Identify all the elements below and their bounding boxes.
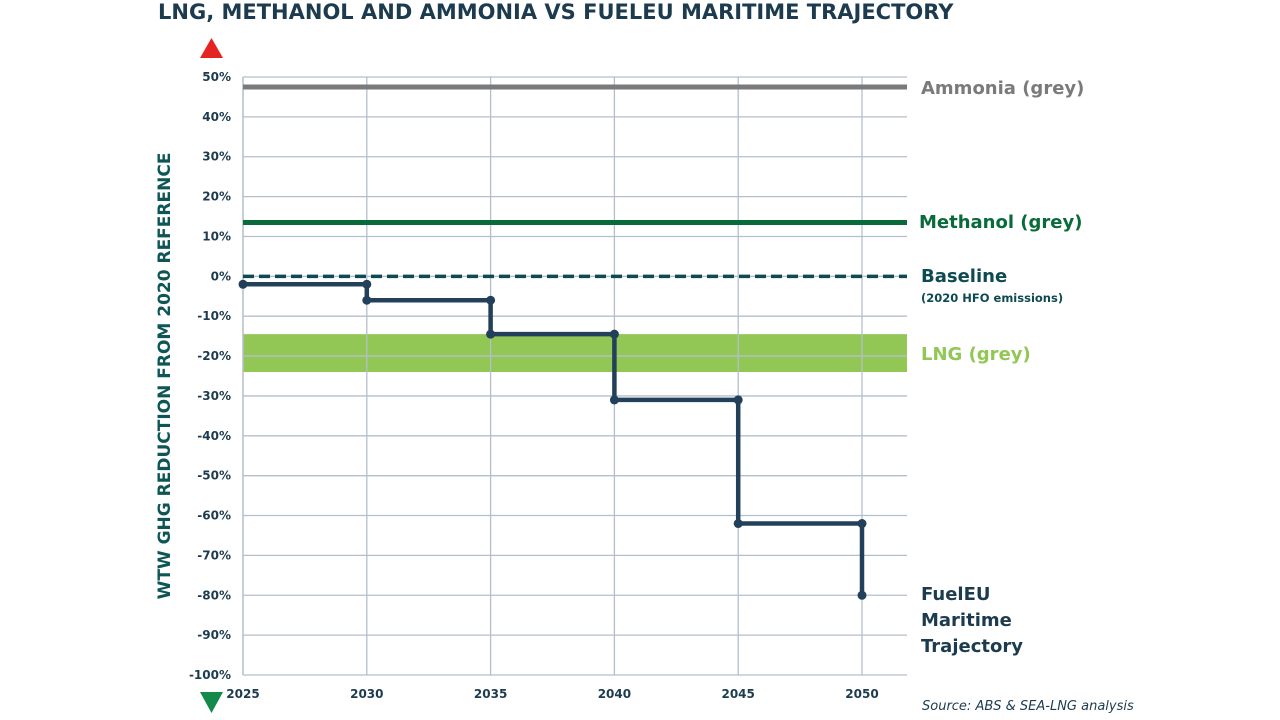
y-tick-label: -90% [197, 628, 231, 642]
fueleu-point [857, 519, 867, 529]
fueleu-point [486, 329, 496, 339]
fueleu-point [609, 395, 619, 405]
y-tick-label: -10% [197, 309, 231, 323]
source-note: Source: ABS & SEA-LNG analysis [922, 699, 1134, 714]
fueleu-point [733, 395, 743, 405]
fueleu-point [486, 295, 496, 305]
legend-baseline-sublabel: (2020 HFO emissions) [921, 291, 1064, 305]
y-tick-label: -20% [197, 349, 231, 363]
y-tick-label: 0% [211, 269, 231, 283]
x-tick-label: 2030 [350, 687, 383, 701]
legend-lng: LNG (grey) [921, 344, 1031, 365]
lng-band [243, 334, 907, 373]
y-tick-label: 50% [202, 70, 231, 84]
fueleu-point [857, 590, 867, 600]
legend-baseline: Baseline [921, 266, 1008, 287]
fueleu-point [362, 279, 372, 289]
legend-fueleu: FuelEU Maritime Trajectory [921, 584, 1023, 657]
down-arrow-icon [200, 692, 223, 713]
y-tick-label: 40% [202, 110, 231, 124]
fueleu-point [238, 279, 248, 289]
chart-title: LNG, METHANOL AND AMMONIA VS FUELEU MARI… [158, 0, 954, 24]
fueleu-point [609, 329, 619, 339]
y-tick-label: 10% [202, 229, 231, 243]
x-tick-label: 2040 [598, 687, 631, 701]
fueleu-step-line [243, 282, 865, 596]
x-tick-label: 2050 [845, 687, 878, 701]
x-tick-label: 2025 [226, 687, 259, 701]
y-tick-label: 30% [202, 150, 231, 164]
y-tick-label: -40% [197, 429, 231, 443]
legend-ammonia: Ammonia (grey) [921, 78, 1085, 99]
y-tick-label: 20% [202, 190, 231, 204]
y-tick-label: -100% [189, 668, 231, 682]
y-tick-label: -70% [197, 548, 231, 562]
x-tick-label: 2035 [474, 687, 507, 701]
y-tick-label: -50% [197, 469, 231, 483]
up-arrow-icon [200, 38, 223, 58]
legend-methanol: Methanol (grey) [919, 212, 1083, 233]
y-tick-label: -60% [197, 509, 231, 523]
fueleu-point [733, 519, 743, 529]
y-tick-label: -80% [197, 588, 231, 602]
fueleu-point [362, 295, 372, 305]
x-tick-label: 2045 [721, 687, 754, 701]
y-tick-label: -30% [197, 389, 231, 403]
